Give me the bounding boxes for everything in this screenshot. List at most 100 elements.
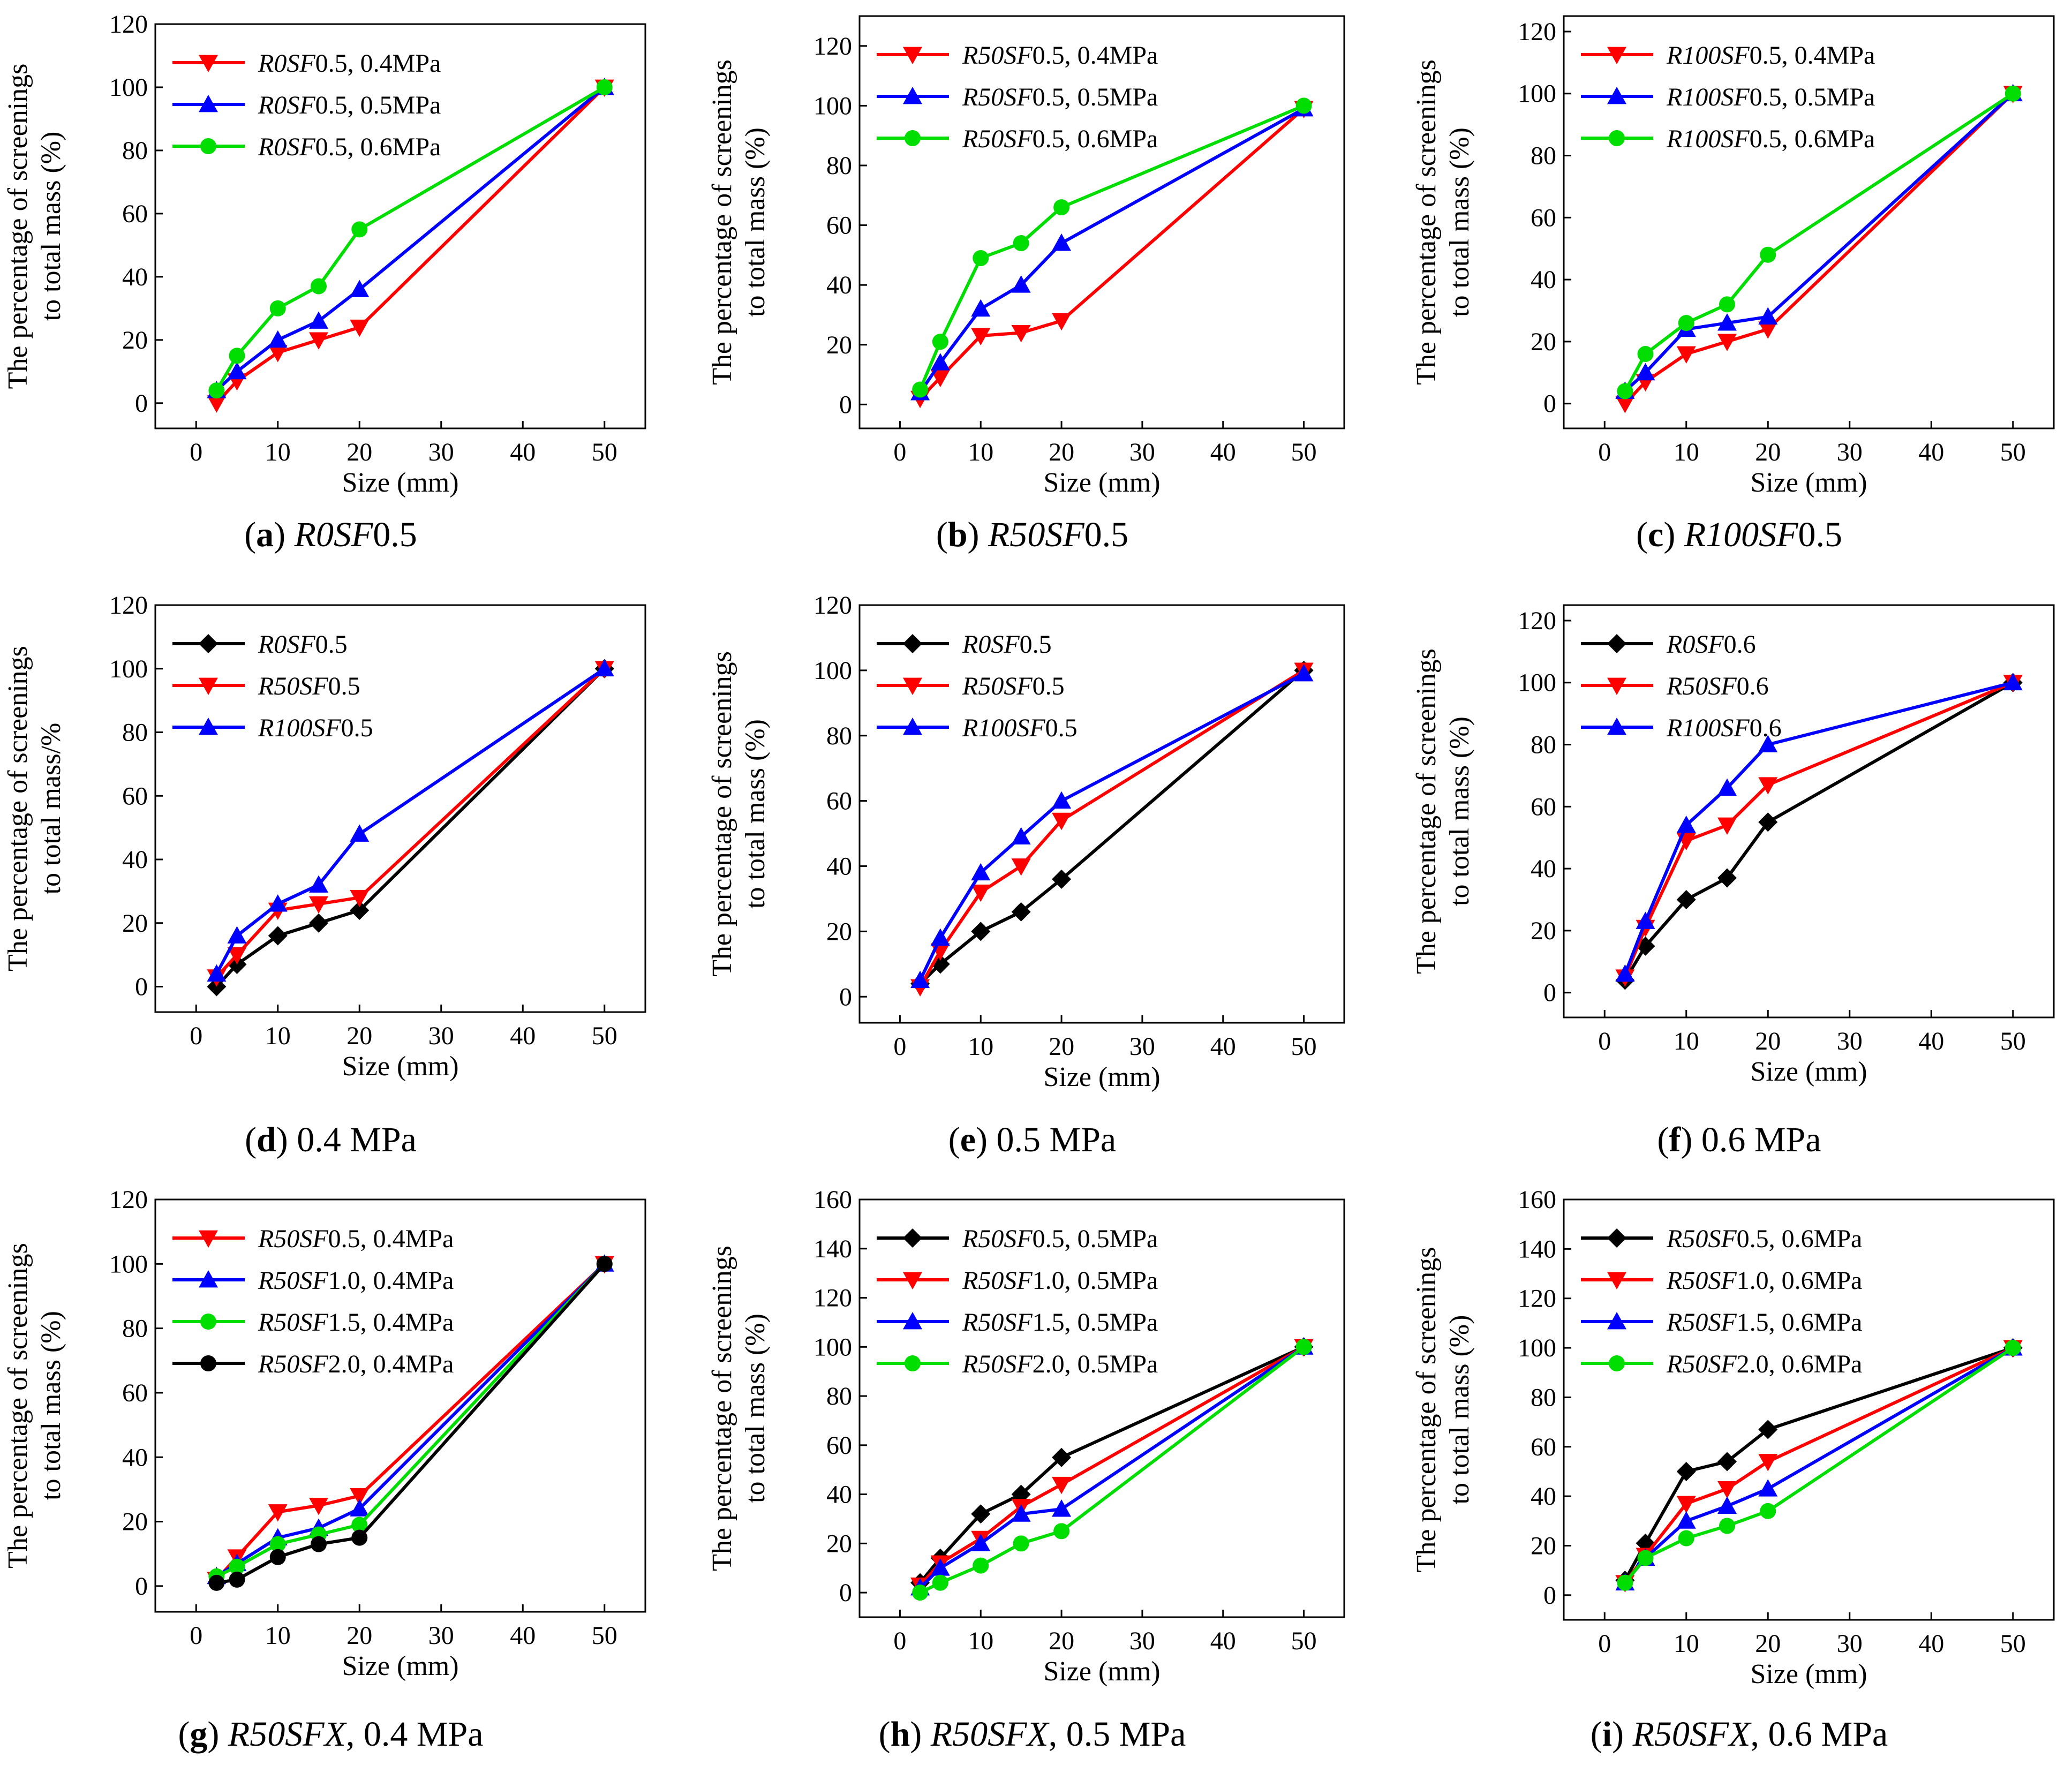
data-point: [208, 1574, 225, 1591]
x-tick-label: 50: [2000, 438, 2026, 466]
y-tick-label: 80: [826, 722, 852, 750]
legend-label: R50SF1.5, 0.5MPa: [962, 1308, 1158, 1337]
data-point: [1011, 827, 1031, 845]
legend-marker: [1607, 1228, 1626, 1248]
data-point: [350, 280, 370, 297]
x-axis-title: Size (mm): [1750, 467, 1867, 498]
x-tick-label: 50: [1291, 1032, 1317, 1061]
legend-label: R0SF0.6: [1666, 630, 1756, 659]
y-tick-label: 60: [122, 200, 148, 228]
x-tick-label: 20: [346, 1022, 372, 1050]
data-point: [1295, 1339, 1312, 1355]
y-axis-title: The percentage of screenings: [3, 64, 33, 389]
data-point: [269, 1536, 286, 1552]
data-point: [311, 278, 327, 295]
y-tick-label: 140: [813, 1235, 852, 1263]
x-tick-label: 20: [1755, 438, 1781, 466]
x-tick-label: 10: [265, 1022, 291, 1050]
y-axis-title: to total mass (%): [740, 127, 771, 317]
data-point: [1717, 817, 1737, 835]
legend-label: R50SF0.5: [962, 672, 1065, 700]
x-tick-label: 20: [1755, 1027, 1781, 1055]
data-point: [227, 947, 247, 965]
x-tick-label: 20: [346, 1621, 372, 1650]
x-tick-label: 0: [893, 1627, 906, 1655]
y-tick-label: 120: [1518, 18, 1556, 46]
data-point: [912, 1585, 929, 1601]
x-axis-title: Size (mm): [1750, 1057, 1867, 1087]
x-tick-label: 0: [1598, 438, 1611, 466]
chart-panel-h: 0 10 20 30 40 50 0 20 40 60 80 100 120 140 160 Size (mm…: [707, 1186, 1345, 1754]
data-point: [594, 659, 614, 677]
legend-label: R50SF0.5, 0.5MPa: [962, 83, 1158, 111]
legend-marker: [903, 718, 922, 735]
y-tick-label: 0: [1543, 979, 1556, 1007]
legend-label: R100SF0.5: [258, 714, 373, 742]
y-tick-label: 20: [1531, 1531, 1556, 1560]
data-point: [930, 353, 950, 371]
x-tick-label: 50: [592, 1022, 617, 1050]
data-point: [1013, 1535, 1029, 1552]
x-tick-label: 40: [1918, 438, 1944, 466]
x-axis-title: Size (mm): [342, 1051, 458, 1082]
data-point: [1758, 777, 1778, 795]
y-tick-label: 120: [1518, 1285, 1556, 1313]
data-point: [1011, 275, 1031, 293]
series-line-3: [918, 104, 1305, 390]
data-point: [1676, 346, 1696, 364]
data-point: [1717, 778, 1737, 796]
legend-label: R50SF1.0, 0.4MPa: [258, 1266, 454, 1295]
y-tick-label: 60: [122, 1379, 148, 1407]
data-point: [1052, 812, 1072, 831]
data-point: [596, 1256, 613, 1272]
y-tick-label: 60: [826, 787, 852, 816]
legend-label: R50SF0.5, 0.6MPa: [962, 125, 1158, 153]
y-axis-title: to total mass (%): [1444, 716, 1475, 906]
chart-panel-i: 0 10 20 30 40 50 0 20 40 60 80 100 120 140 160 Size (mm…: [1411, 1186, 2055, 1754]
legend-marker: [1609, 130, 1625, 146]
data-point: [1637, 1550, 1654, 1566]
legend-marker: [1607, 677, 1626, 695]
data-point: [930, 1558, 950, 1576]
y-axis-title: to total mass/%: [36, 723, 66, 895]
data-point: [208, 382, 225, 399]
y-tick-label: 120: [1518, 607, 1556, 635]
x-tick-label: 10: [265, 438, 291, 466]
legend-marker: [903, 677, 922, 695]
y-axis-title: The percentage of screenings: [1411, 648, 1442, 974]
y-tick-label: 20: [122, 326, 148, 354]
data-point: [1758, 307, 1778, 325]
data-point: [973, 250, 989, 266]
data-point: [1636, 363, 1655, 381]
panel-caption: (h) R50SFX, 0.5 MPa: [879, 1715, 1186, 1754]
legend-label: R50SF0.5, 0.4MPa: [258, 1225, 454, 1253]
data-point: [350, 1499, 370, 1517]
data-point: [207, 964, 227, 982]
legend-marker: [1607, 87, 1626, 104]
data-point: [930, 928, 950, 946]
panel-caption: (d) 0.4 MPa: [245, 1120, 417, 1159]
data-point: [1615, 396, 1635, 413]
legend-label: R50SF1.5, 0.6MPa: [1666, 1308, 1862, 1337]
y-tick-label: 40: [122, 263, 148, 291]
data-point: [1636, 911, 1655, 929]
legend-label: R100SF0.5, 0.4MPa: [1666, 41, 1875, 70]
x-tick-label: 10: [968, 1627, 993, 1655]
y-tick-label: 60: [1531, 793, 1556, 821]
y-tick-label: 0: [839, 1579, 852, 1607]
legend-label: R50SF1.0, 0.6MPa: [1666, 1266, 1862, 1295]
data-point: [268, 894, 288, 912]
x-tick-label: 30: [1129, 1627, 1155, 1655]
data-point: [350, 1488, 370, 1506]
y-tick-label: 60: [1531, 203, 1556, 232]
data-point: [1676, 1461, 1696, 1481]
data-point: [1011, 858, 1031, 876]
data-point: [229, 348, 245, 364]
data-point: [1617, 383, 1633, 399]
x-tick-label: 40: [510, 1621, 536, 1650]
data-point: [2003, 673, 2023, 691]
y-tick-label: 120: [813, 591, 852, 620]
data-point: [268, 345, 288, 363]
x-tick-label: 30: [428, 1621, 454, 1650]
y-tick-label: 40: [122, 846, 148, 874]
